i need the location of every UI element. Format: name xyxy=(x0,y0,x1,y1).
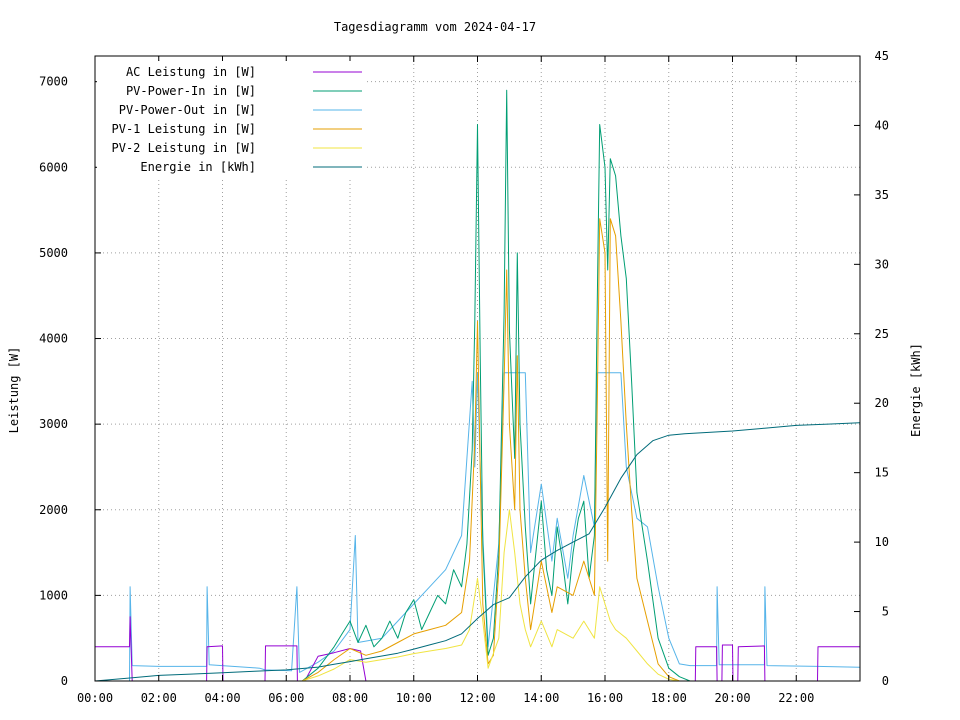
y-tick-label: 3000 xyxy=(39,417,68,431)
chart-title: Tagesdiagramm vom 2024-04-17 xyxy=(334,20,536,34)
x-tick-label: 18:00 xyxy=(651,691,687,705)
x-tick-label: 14:00 xyxy=(523,691,559,705)
axis-ticks xyxy=(94,55,860,682)
x-tick-label: 12:00 xyxy=(459,691,495,705)
y2-tick-label: 15 xyxy=(875,466,889,480)
legend-background xyxy=(97,61,365,179)
series-line-2 xyxy=(95,372,860,681)
y-tick-label: 4000 xyxy=(39,332,68,346)
series-layer xyxy=(95,89,860,681)
series-line-5 xyxy=(95,422,860,681)
y2-tick-label: 30 xyxy=(875,257,889,271)
y-tick-label: 5000 xyxy=(39,246,68,260)
series-line-4 xyxy=(302,509,680,681)
x-tick-label: 04:00 xyxy=(204,691,240,705)
x-tick-label: 10:00 xyxy=(396,691,432,705)
y2-axis-label: Energie [kWh] xyxy=(909,343,923,437)
y2-tick-label: 45 xyxy=(875,49,889,63)
y-tick-label: 1000 xyxy=(39,588,68,602)
legend: AC Leistung in [W] PV-Power-In in [W] PV-P… xyxy=(97,61,365,179)
x-tick-label: 22:00 xyxy=(778,691,814,705)
y2-tick-label: 40 xyxy=(875,118,889,132)
y-axis-label: Leistung [W] xyxy=(7,347,21,434)
legend-label: PV-Power-Out in [W] xyxy=(119,103,256,117)
series-line-1 xyxy=(301,89,691,681)
x-tick-label: 16:00 xyxy=(587,691,623,705)
y2-tick-labels: 0 5 10 15 20 25 30 35 40 45 xyxy=(875,49,889,688)
x-tick-label: 00:00 xyxy=(77,691,113,705)
x-tick-label: 08:00 xyxy=(332,691,368,705)
x-tick-label: 02:00 xyxy=(141,691,177,705)
legend-label: PV-2 Leistung in [W] xyxy=(112,141,257,155)
x-tick-label: 06:00 xyxy=(268,691,304,705)
y-tick-label: 2000 xyxy=(39,503,68,517)
y2-tick-label: 5 xyxy=(882,605,889,619)
legend-label: Energie in [kWh] xyxy=(140,160,256,174)
legend-label: AC Leistung in [W] xyxy=(126,65,256,79)
legend-label: PV-1 Leistung in [W] xyxy=(112,122,257,136)
y-tick-label: 6000 xyxy=(39,160,68,174)
y2-tick-label: 25 xyxy=(875,327,889,341)
y-tick-labels: 0 1000 2000 3000 4000 5000 6000 7000 xyxy=(39,75,68,688)
y-tick-label: 7000 xyxy=(39,75,68,89)
y2-tick-label: 35 xyxy=(875,188,889,202)
series-line-0 xyxy=(95,616,860,681)
series-line-3 xyxy=(301,218,680,681)
legend-label: PV-Power-In in [W] xyxy=(126,84,256,98)
y2-tick-label: 10 xyxy=(875,535,889,549)
y2-tick-label: 20 xyxy=(875,396,889,410)
y-tick-label: 0 xyxy=(61,674,68,688)
x-tick-labels: 00:00 02:00 04:00 06:00 08:00 10:00 12:00 14:00… xyxy=(77,691,814,705)
x-tick-label: 20:00 xyxy=(714,691,750,705)
y2-tick-label: 0 xyxy=(882,674,889,688)
